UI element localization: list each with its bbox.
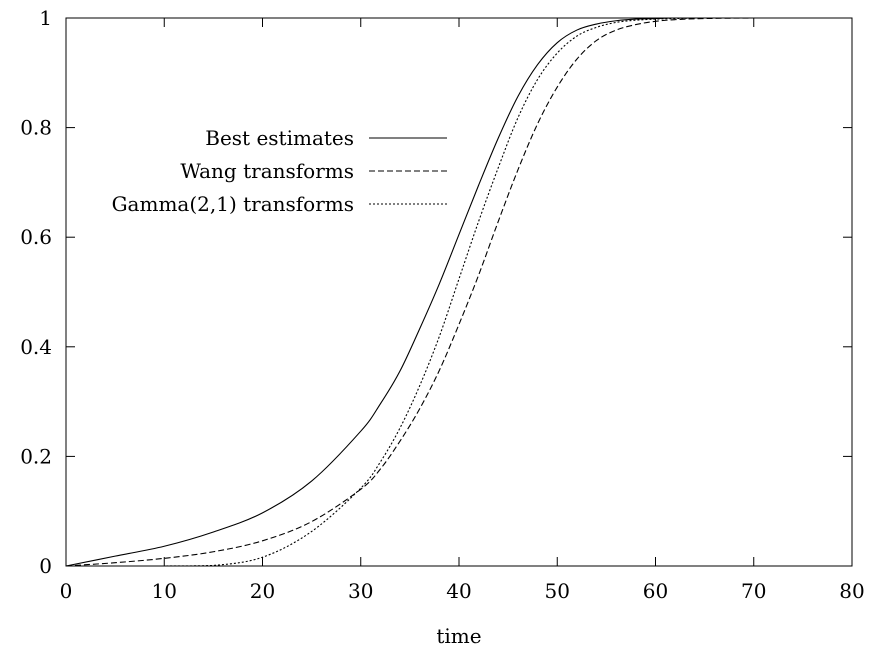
x-tick-label: 70 xyxy=(741,579,766,603)
legend-label-2: Wang transforms xyxy=(180,159,354,183)
y-tick-label: 0 xyxy=(39,554,52,578)
y-tick-label: 0.6 xyxy=(20,225,52,249)
plot-frame xyxy=(65,17,853,567)
series-line-2 xyxy=(65,17,852,567)
legend-label-1: Best estimates xyxy=(205,126,354,150)
x-tick-label: 40 xyxy=(446,579,471,603)
x-tick-label: 80 xyxy=(839,579,864,603)
x-axis-title: time xyxy=(436,624,481,648)
legend: Best estimates Wang transforms Gamma(2,1) … xyxy=(112,126,447,216)
series-line-3 xyxy=(65,17,852,567)
y-tick-label: 0.8 xyxy=(20,116,52,140)
series-lines xyxy=(65,17,852,567)
y-tick-label: 0.2 xyxy=(20,444,52,468)
y-tick-label: 0.4 xyxy=(20,335,52,359)
axis-tick-labels: 0 10 20 30 40 50 60 70 80 0 0.2 0.4 0.6 0.8 1 xyxy=(20,6,865,603)
x-tick-label: 20 xyxy=(250,579,275,603)
y-tick-label: 1 xyxy=(39,6,52,30)
series-line-1 xyxy=(65,17,852,567)
x-tick-label: 30 xyxy=(348,579,373,603)
x-tick-label: 0 xyxy=(60,579,73,603)
axis-ticks xyxy=(65,17,853,567)
x-tick-label: 50 xyxy=(545,579,570,603)
legend-label-3: Gamma(2,1) transforms xyxy=(112,192,354,216)
x-tick-label: 60 xyxy=(643,579,668,603)
x-tick-label: 10 xyxy=(152,579,177,603)
